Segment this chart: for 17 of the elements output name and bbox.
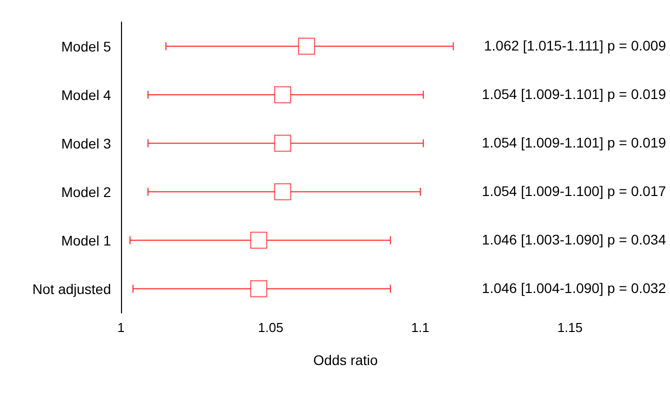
x-tick-label: 1.1 (411, 320, 430, 335)
annotation: 1.046 [1.004-1.090] p = 0.032 (482, 280, 666, 296)
y-tick-label: Model 1 (61, 232, 112, 248)
annotation: 1.054 [1.009-1.101] p = 0.019 (482, 134, 666, 150)
annotation: 1.054 [1.009-1.101] p = 0.019 (482, 86, 666, 102)
x-tick-label: 1 (117, 320, 125, 335)
x-tick-label: 1.05 (258, 320, 284, 335)
y-tick-label: Model 3 (61, 135, 112, 152)
annotation: 1.054 [1.009-1.100] p = 0.017 (482, 182, 666, 199)
x-axis-title: Odds ratio (313, 352, 378, 368)
annotation: 1.062 [1.015-1.111] p = 0.009 (484, 37, 666, 54)
y-tick-label: Model 2 (61, 184, 112, 200)
y-tick-label: Model 4 (61, 86, 112, 103)
x-tick-label: 1.15 (557, 320, 583, 335)
y-tick-label: Model 5 (61, 38, 112, 54)
y-tick-label: Not adjusted (32, 280, 111, 297)
annotation: 1.046 [1.003-1.090] p = 0.034 (482, 231, 666, 248)
